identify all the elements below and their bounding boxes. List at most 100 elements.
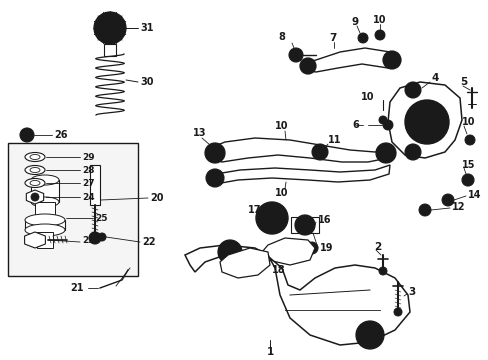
Text: 9: 9 (351, 17, 358, 27)
Text: 31: 31 (140, 23, 153, 33)
Circle shape (382, 120, 392, 130)
Circle shape (382, 51, 400, 69)
Circle shape (256, 202, 287, 234)
Circle shape (464, 135, 474, 145)
Text: 8: 8 (278, 32, 285, 42)
Circle shape (209, 148, 220, 158)
Circle shape (414, 110, 438, 134)
Text: 3: 3 (407, 287, 414, 297)
Text: 1: 1 (266, 347, 273, 357)
Text: 29: 29 (82, 153, 95, 162)
Circle shape (288, 48, 303, 62)
Bar (37, 232, 53, 248)
Bar (90, 165, 100, 205)
Text: 6: 6 (351, 120, 358, 130)
Polygon shape (387, 82, 461, 158)
Text: 5: 5 (459, 77, 467, 87)
Circle shape (294, 215, 314, 235)
Text: 27: 27 (82, 179, 95, 188)
Text: 7: 7 (328, 33, 336, 43)
Circle shape (418, 204, 430, 216)
Circle shape (20, 128, 34, 142)
Circle shape (31, 193, 39, 201)
Circle shape (106, 24, 114, 32)
Bar (25, 220, 65, 230)
Circle shape (218, 240, 242, 264)
Bar (8, 143, 138, 276)
Circle shape (387, 56, 395, 64)
Circle shape (408, 148, 416, 156)
Text: 14: 14 (467, 190, 481, 200)
Circle shape (205, 169, 224, 187)
Text: 4: 4 (431, 73, 439, 83)
Text: 30: 30 (140, 77, 153, 87)
Text: 17: 17 (247, 205, 261, 215)
Circle shape (408, 86, 416, 94)
Circle shape (94, 12, 126, 44)
Text: 25: 25 (95, 213, 107, 222)
Ellipse shape (25, 214, 65, 226)
Circle shape (100, 18, 120, 38)
Text: 20: 20 (150, 193, 163, 203)
Text: 10: 10 (275, 121, 288, 131)
Circle shape (378, 267, 386, 275)
Circle shape (404, 82, 420, 98)
Polygon shape (184, 245, 409, 345)
Text: 10: 10 (361, 92, 374, 102)
Text: 13: 13 (193, 128, 206, 138)
Circle shape (299, 58, 315, 74)
Circle shape (89, 232, 101, 244)
Circle shape (393, 308, 401, 316)
Text: 10: 10 (275, 188, 288, 198)
Ellipse shape (31, 197, 59, 207)
Circle shape (304, 62, 311, 70)
Text: 18: 18 (271, 265, 285, 275)
Text: 23: 23 (82, 235, 94, 244)
Circle shape (311, 144, 327, 160)
Circle shape (292, 52, 298, 58)
Circle shape (404, 100, 448, 144)
Text: 10: 10 (461, 117, 474, 127)
Circle shape (212, 150, 218, 156)
Bar (104, 44, 116, 56)
Ellipse shape (25, 153, 45, 162)
Polygon shape (24, 232, 45, 248)
Text: 10: 10 (372, 15, 386, 25)
Text: 28: 28 (82, 166, 94, 175)
Circle shape (377, 33, 381, 37)
Circle shape (357, 33, 367, 43)
Text: 24: 24 (82, 193, 95, 202)
Ellipse shape (30, 180, 40, 185)
Circle shape (380, 148, 390, 158)
Circle shape (315, 148, 324, 156)
Bar (35, 202, 55, 220)
Bar (31, 180, 59, 202)
Circle shape (441, 194, 453, 206)
Circle shape (360, 36, 364, 40)
Ellipse shape (25, 179, 45, 188)
Text: 11: 11 (327, 135, 341, 145)
Circle shape (465, 177, 469, 183)
Text: 19: 19 (319, 243, 333, 253)
Circle shape (263, 209, 281, 227)
Circle shape (98, 233, 106, 241)
Ellipse shape (30, 154, 40, 159)
Ellipse shape (31, 175, 59, 185)
Ellipse shape (30, 167, 40, 172)
Text: 12: 12 (451, 202, 465, 212)
Circle shape (461, 174, 473, 186)
Text: 22: 22 (142, 237, 155, 247)
Circle shape (24, 132, 30, 138)
Text: 15: 15 (461, 160, 474, 170)
Circle shape (299, 220, 309, 230)
Bar (290, 217, 318, 233)
Ellipse shape (25, 224, 65, 236)
Polygon shape (209, 165, 389, 185)
Circle shape (309, 246, 314, 251)
Circle shape (305, 242, 317, 254)
Polygon shape (220, 248, 269, 278)
Polygon shape (262, 238, 314, 265)
Circle shape (404, 144, 420, 160)
Text: 26: 26 (54, 130, 67, 140)
Circle shape (204, 143, 224, 163)
